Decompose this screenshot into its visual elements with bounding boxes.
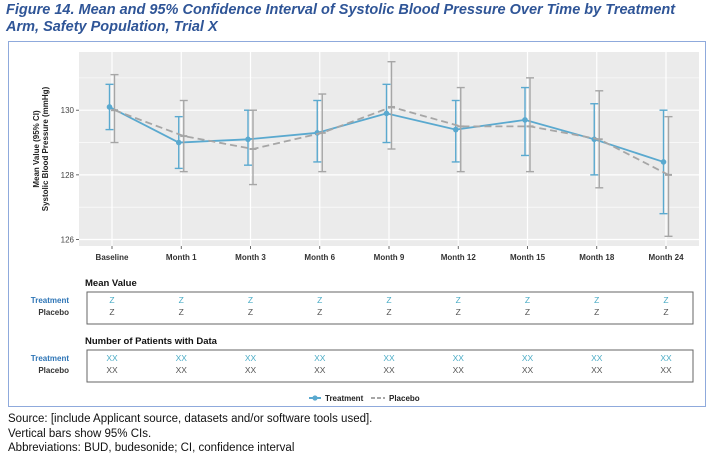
x-tick-label: Month 24 <box>648 253 684 262</box>
ci-note: Vertical bars show 95% CIs. <box>8 427 152 440</box>
treatment-point <box>522 117 528 123</box>
mean-row-label-treatment: Treatment <box>31 296 70 305</box>
patients-placebo-cell: XX <box>591 365 603 375</box>
patients-treatment-cell: XX <box>522 353 534 363</box>
y-tick-label: 130 <box>61 106 75 115</box>
mean-treatment-cell: Z <box>317 295 322 305</box>
legend-treatment-label: Treatment <box>325 394 364 403</box>
treatment-point <box>660 159 667 165</box>
treatment-point <box>245 136 251 143</box>
treatment-point <box>452 126 459 133</box>
mean-treatment-cell: Z <box>109 295 114 305</box>
x-tick-label: Month 3 <box>235 253 266 262</box>
mean-placebo-cell: Z <box>386 307 391 317</box>
patients-treatment-cell: XX <box>176 353 188 363</box>
mean-placebo-cell: Z <box>456 307 461 317</box>
mean-placebo-cell: Z <box>248 307 253 317</box>
mean-treatment-cell: Z <box>594 295 599 305</box>
figure-title: Figure 14. Mean and 95% Confidence Inter… <box>6 2 676 35</box>
patients-placebo-cell: XX <box>245 365 257 375</box>
y-tick-label: 128 <box>61 171 75 180</box>
legend-placebo-label: Placebo <box>389 394 420 403</box>
treatment-point <box>383 110 390 117</box>
mean-treatment-cell: Z <box>248 295 253 305</box>
mean-treatment-cell: Z <box>179 295 184 305</box>
patients-treatment-cell: XX <box>453 353 465 363</box>
mean-placebo-cell: Z <box>594 307 599 317</box>
x-tick-label: Month 6 <box>304 253 335 262</box>
mean-placebo-cell: Z <box>109 307 114 317</box>
mean-placebo-cell: Z <box>525 307 530 317</box>
patients-row-label-placebo: Placebo <box>38 366 69 375</box>
patients-table-box <box>86 349 694 383</box>
mean-treatment-cell: Z <box>525 295 530 305</box>
x-tick-label: Month 15 <box>510 253 546 262</box>
patients-treatment-cell: XX <box>106 353 118 363</box>
patients-treatment-cell: XX <box>591 353 603 363</box>
legend-treatment-swatch-point <box>312 395 318 401</box>
mean-treatment-cell: Z <box>663 295 668 305</box>
x-tick-label: Month 18 <box>579 253 615 262</box>
patients-placebo-cell: XX <box>106 365 118 375</box>
patients-treatment-cell: XX <box>660 353 672 363</box>
patients-treatment-cell: XX <box>245 353 257 363</box>
mean-row-label-placebo: Placebo <box>38 308 69 317</box>
x-tick-label: Month 1 <box>166 253 197 262</box>
x-tick-label: Baseline <box>96 253 129 262</box>
chart: 126 128 130 Baseline Month 1 Month 3 Month 6 Mo… <box>31 52 699 403</box>
mean-treatment-cell: Z <box>386 295 391 305</box>
mean-placebo-cell: Z <box>179 307 184 317</box>
treatment-point <box>175 139 182 146</box>
mean-table-title: Mean Value <box>85 278 137 289</box>
figure-frame: 126 128 130 Baseline Month 1 Month 3 Month 6 Mo… <box>8 41 706 407</box>
patients-treatment-cell: XX <box>314 353 326 363</box>
abbreviations-note: Abbreviations: BUD, budesonide; CI, conf… <box>8 442 295 454</box>
patients-placebo-cell: XX <box>314 365 326 375</box>
patients-placebo-cell: XX <box>453 365 465 375</box>
y-tick-label: 126 <box>61 236 75 245</box>
source-note: Source: [include Applicant source, datas… <box>8 413 373 425</box>
patients-treatment-cell: XX <box>383 353 395 363</box>
x-tick-label: Month 9 <box>374 253 405 262</box>
mean-table-box <box>86 291 694 325</box>
x-tick-label: Month 12 <box>441 253 477 262</box>
footnotes: Source: [include Applicant source, datas… <box>8 412 372 456</box>
patients-placebo-cell: XX <box>660 365 672 375</box>
y-axis-label-line-1: Mean Value (95% CI) <box>32 110 41 188</box>
treatment-point <box>106 104 113 110</box>
mean-treatment-cell: Z <box>456 295 461 305</box>
patients-row-label-treatment: Treatment <box>31 354 70 363</box>
patients-placebo-cell: XX <box>383 365 395 375</box>
mean-placebo-cell: Z <box>317 307 322 317</box>
patients-table-title: Number of Patients with Data <box>85 336 218 347</box>
mean-placebo-cell: Z <box>663 307 668 317</box>
y-axis-label-line-2: Systolic Blood Pressure (mmHg) <box>41 86 50 211</box>
patients-placebo-cell: XX <box>522 365 534 375</box>
patients-placebo-cell: XX <box>176 365 188 375</box>
